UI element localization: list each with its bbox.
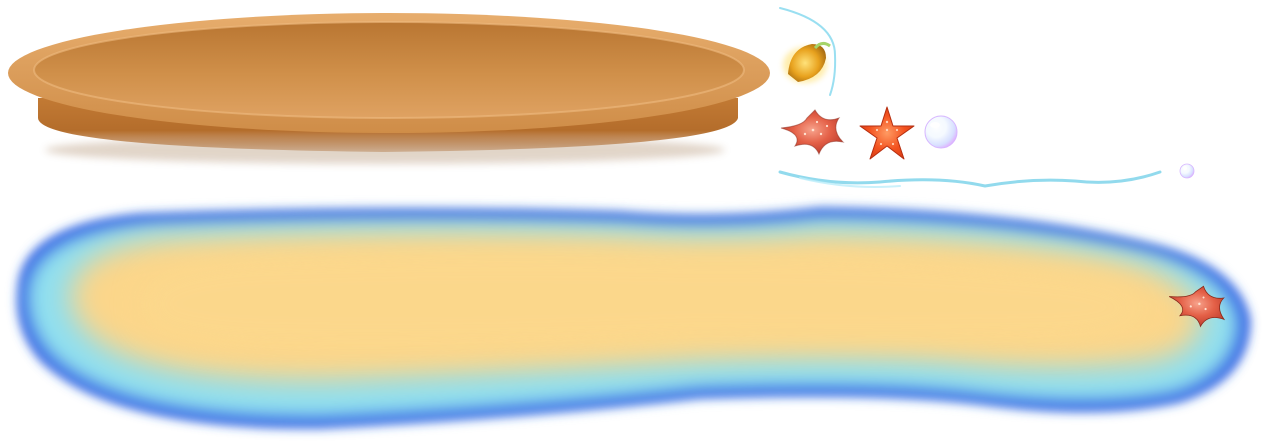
orange-starfish-small [859,106,915,160]
red-starfish-large [780,109,845,156]
glowing-shell [783,41,831,83]
wooden-platter [8,13,770,164]
island-starfish [1169,285,1226,328]
sand-island [17,208,1250,429]
bubble-small [1179,163,1195,179]
water-wave-line [778,7,1162,188]
bubble-large [924,115,958,149]
